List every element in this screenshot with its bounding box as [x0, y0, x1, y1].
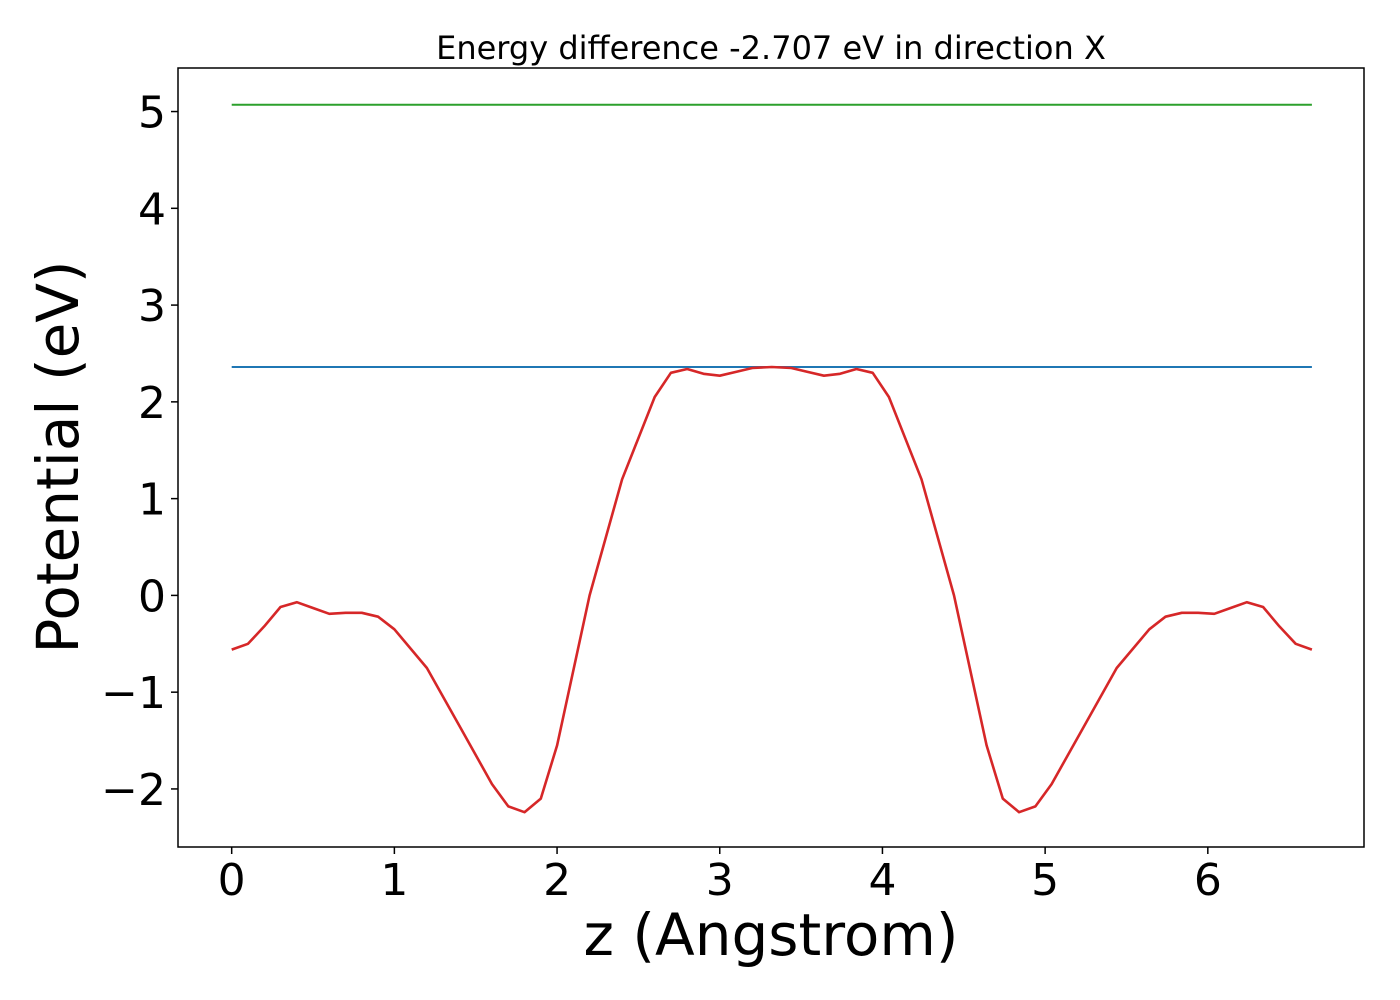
- x-axis-ticks: 0 1 2 3 4 5 6: [218, 847, 1222, 906]
- y-axis-ticks: −2 −1 0 1 2 3 4 5: [101, 88, 178, 816]
- x-axis-label: z (Angstrom): [584, 901, 959, 969]
- y-tick-label: 4: [138, 184, 166, 235]
- x-tick-label: 6: [1194, 855, 1222, 906]
- chart-title: Energy difference -2.707 eV in direction…: [436, 29, 1106, 67]
- x-tick-label: 2: [543, 855, 571, 906]
- y-tick-label: 1: [138, 475, 166, 526]
- series-layer: [231, 103, 1313, 814]
- y-tick-label: −1: [101, 668, 166, 719]
- y-tick-label: 3: [138, 281, 166, 332]
- y-tick-label: 5: [138, 88, 166, 139]
- y-axis-label: Potential (eV): [24, 260, 92, 653]
- x-tick-label: 4: [868, 855, 896, 906]
- x-tick-label: 3: [706, 855, 734, 906]
- plot-area-frame: [177, 67, 1365, 848]
- x-tick-label: 0: [218, 855, 246, 906]
- x-tick-label: 1: [380, 855, 408, 906]
- series-line-3: [231, 365, 1313, 814]
- y-tick-label: 0: [138, 571, 166, 622]
- x-tick-label: 5: [1031, 855, 1059, 906]
- y-tick-label: 2: [138, 378, 166, 429]
- y-tick-label: −2: [101, 765, 166, 816]
